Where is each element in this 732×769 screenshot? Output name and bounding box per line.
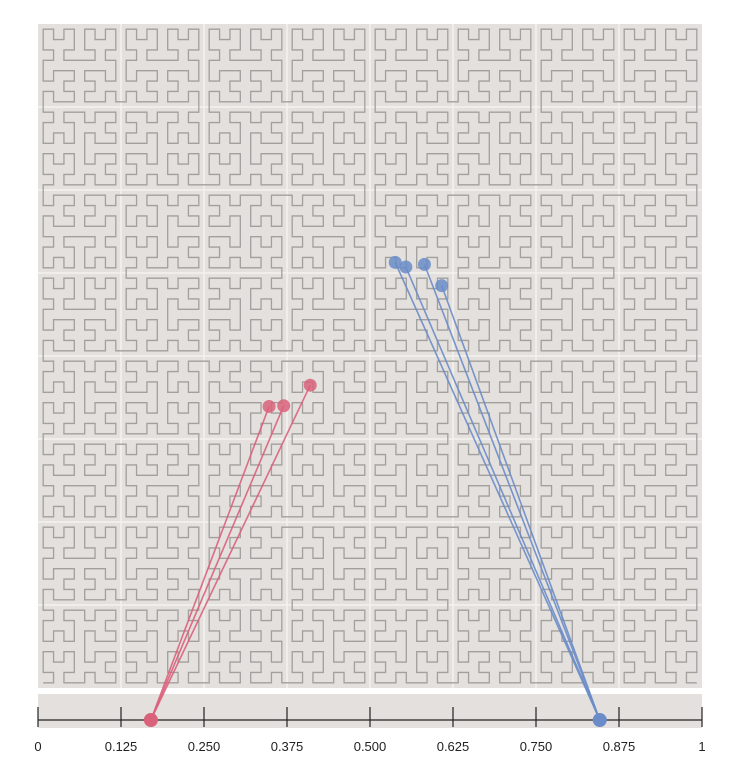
axis-tick-label: 0.250 <box>188 739 221 754</box>
axis-tick-label: 0.750 <box>520 739 553 754</box>
axis-tick-label: 0.875 <box>603 739 636 754</box>
axis-ticks: 0 0.125 0.250 0.375 0.500 0.625 0.750 0.875 1 <box>34 707 706 754</box>
red-sample-point <box>277 399 291 413</box>
blue-sample-point <box>435 279 449 293</box>
axis-tick-label: 0.375 <box>271 739 304 754</box>
blue-connection-line <box>394 262 601 721</box>
red-sample-point <box>303 378 317 392</box>
blue-sample-point <box>388 255 402 269</box>
sample-points <box>143 255 607 727</box>
hilbert-curve-path <box>42 28 698 684</box>
axis-tick-label: 0.625 <box>437 739 470 754</box>
axis-tick-label: 1 <box>698 739 705 754</box>
red-connection-line <box>150 406 270 721</box>
red-axis-point <box>143 713 158 727</box>
blue-connection-line <box>440 285 601 721</box>
blue-axis-point <box>592 713 607 727</box>
blue-connection-line <box>405 266 601 721</box>
blue-sample-point <box>399 260 413 274</box>
connection-lines <box>150 262 601 721</box>
red-connection-line <box>150 384 311 721</box>
axis-tick-label: 0.125 <box>105 739 138 754</box>
axis-tick-label: 0 <box>34 739 41 754</box>
blue-connection-line <box>423 264 601 721</box>
blue-sample-point <box>417 257 431 271</box>
red-sample-point <box>262 399 276 413</box>
axis-tick-label: 0.500 <box>354 739 387 754</box>
red-connection-line <box>150 405 285 721</box>
